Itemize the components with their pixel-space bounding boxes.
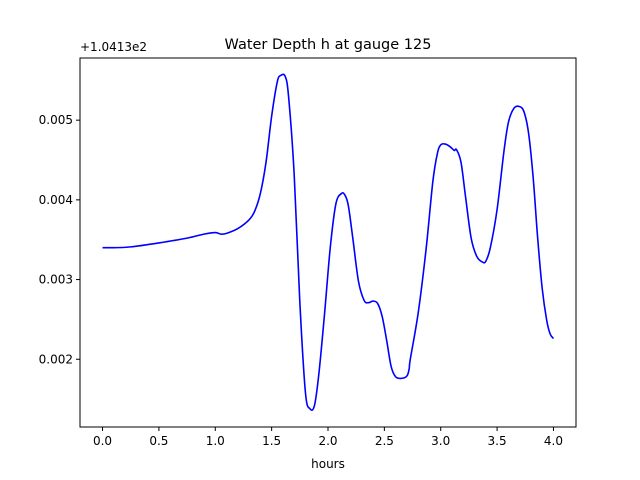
- data-layer: [102, 73, 555, 411]
- series-line-0: [102, 73, 555, 411]
- x-tick-label: 2.0: [318, 434, 337, 448]
- x-tick-label: 1.0: [206, 434, 225, 448]
- x-axis-label: hours: [311, 457, 345, 471]
- x-tick-label: 2.5: [375, 434, 394, 448]
- x-tick-label: 0.0: [93, 434, 112, 448]
- x-tick-label: 1.5: [262, 434, 281, 448]
- x-axis: 0.0 0.5 1.0 1.5 2.0 2.5 3.0 3.5 4.0: [93, 427, 563, 448]
- y-tick-label: 0.003: [39, 273, 73, 287]
- y-offset-label: +1.0413e2: [80, 40, 147, 54]
- y-tick-label: 0.004: [39, 193, 73, 207]
- x-tick-label: 3.5: [488, 434, 507, 448]
- x-tick-label: 0.5: [149, 434, 168, 448]
- y-tick-label: 0.002: [39, 352, 73, 366]
- y-axis: 0.002 0.003 0.004 0.005: [39, 113, 80, 366]
- x-tick-label: 3.0: [431, 434, 450, 448]
- x-tick-label: 4.0: [544, 434, 563, 448]
- y-tick-label: 0.005: [39, 113, 73, 127]
- chart-title: Water Depth h at gauge 125: [225, 37, 432, 53]
- plot-area: [80, 58, 576, 427]
